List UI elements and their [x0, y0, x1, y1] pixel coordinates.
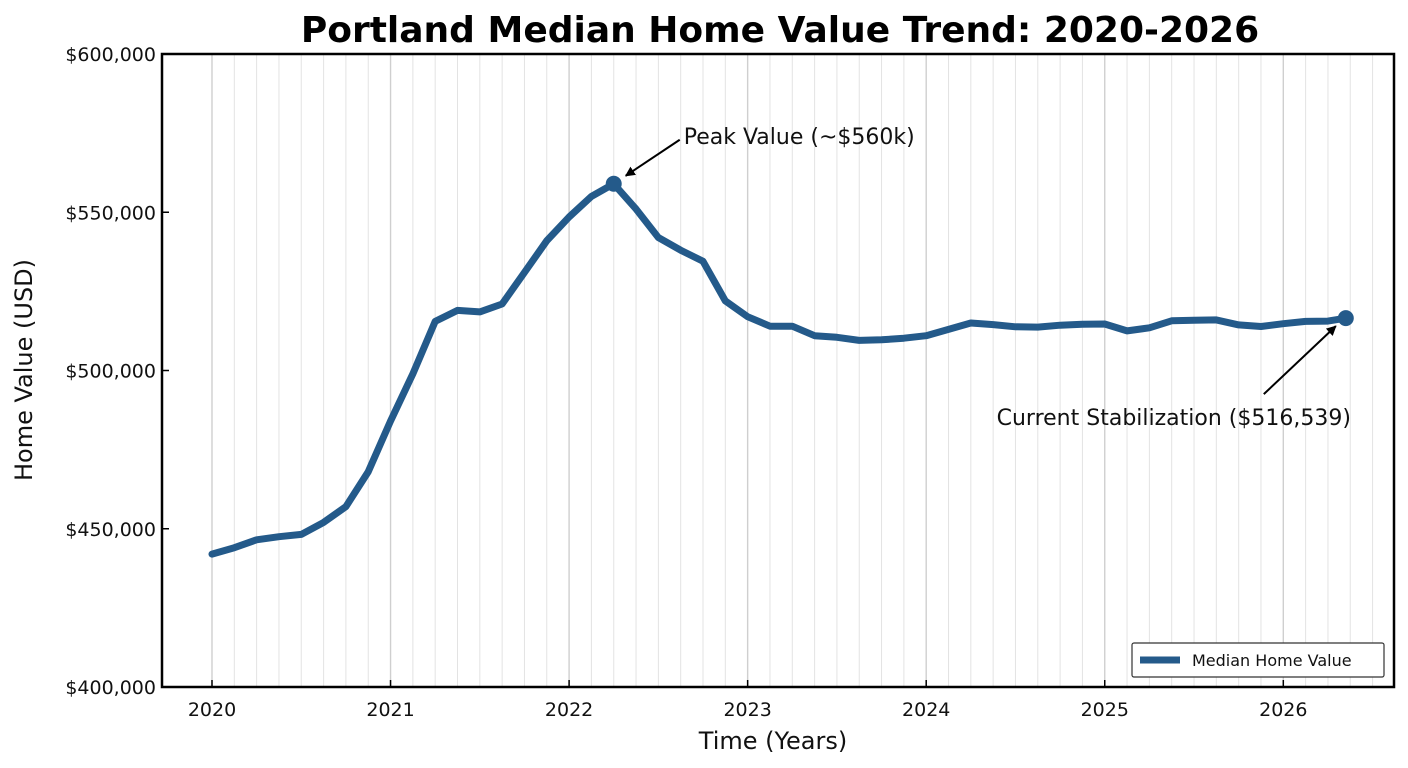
current-annotation: Current Stabilization ($516,539): [997, 406, 1351, 431]
x-tick-label: 2022: [545, 699, 593, 721]
legend-box: [1131, 642, 1385, 678]
current-arrow: [1263, 325, 1337, 395]
peak-annotation: Peak Value (~$560k): [684, 125, 915, 150]
legend: Median Home Value: [1131, 642, 1385, 678]
chart-title: Portland Median Home Value Trend: 2020-2…: [301, 10, 1259, 51]
x-tick-label: 2023: [723, 699, 771, 721]
legend-label: Median Home Value: [1192, 651, 1352, 670]
y-tick-label: $600,000: [65, 44, 156, 66]
y-axis-label: Home Value (USD): [10, 259, 38, 481]
x-tick-label: 2026: [1259, 699, 1307, 721]
peak-arrow: [624, 138, 681, 177]
x-tick-label: 2025: [1081, 699, 1129, 721]
x-axis-label: Time (Years): [698, 727, 847, 755]
x-tick-label: 2020: [188, 699, 236, 721]
y-tick-label: $500,000: [65, 361, 156, 383]
x-tick-label: 2021: [366, 699, 414, 721]
y-tick-label: $450,000: [65, 519, 156, 541]
y-tick-label: $400,000: [65, 677, 156, 699]
x-tick-label: 2024: [902, 699, 950, 721]
peak-point-marker: [605, 175, 622, 192]
current-point-marker: [1337, 310, 1354, 327]
series-line-median-home-value: [208, 180, 1350, 558]
y-tick-label: $550,000: [65, 202, 156, 224]
